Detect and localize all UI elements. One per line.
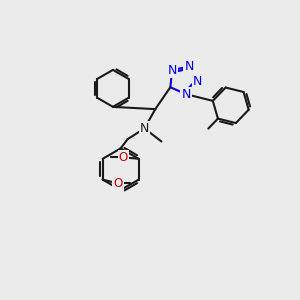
Text: N: N (167, 64, 177, 76)
Text: N: N (184, 60, 194, 73)
Text: O: O (113, 177, 123, 190)
Text: N: N (193, 75, 202, 88)
Text: N: N (182, 88, 191, 101)
Text: O: O (118, 151, 128, 164)
Text: N: N (140, 122, 149, 135)
